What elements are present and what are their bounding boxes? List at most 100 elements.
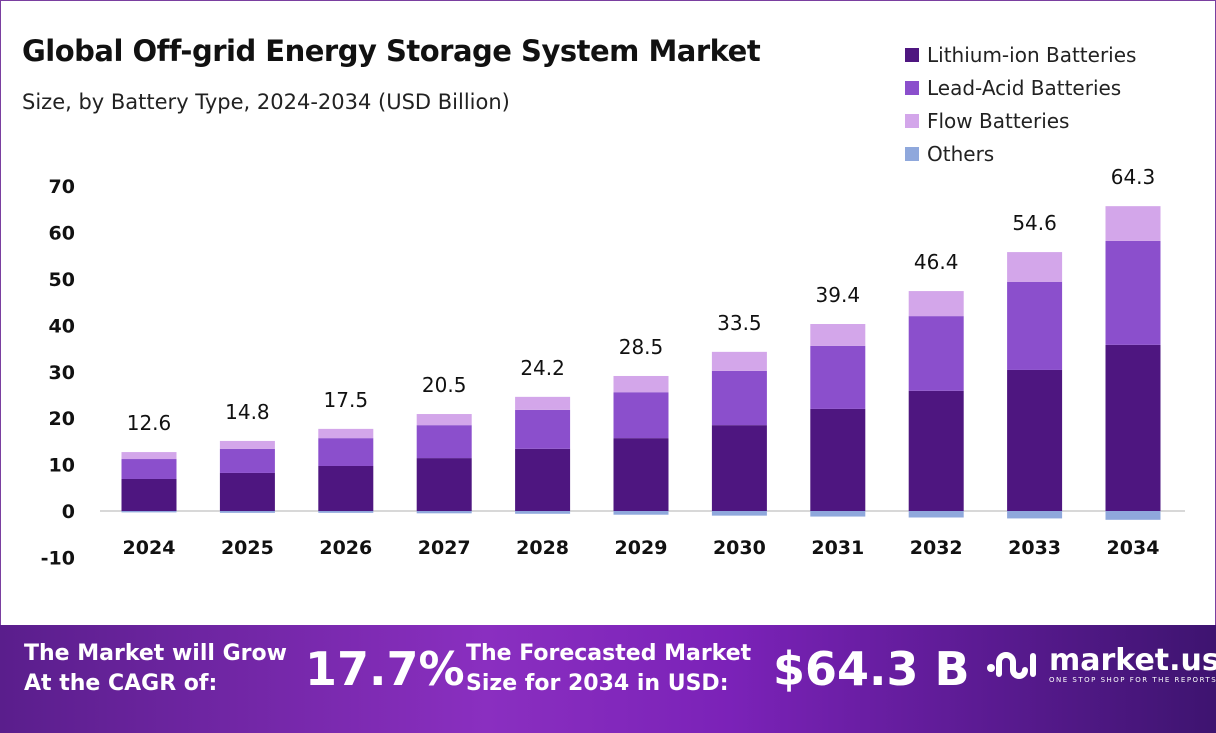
legend-label: Lead-Acid Batteries xyxy=(927,75,1122,100)
y-tick-label: 30 xyxy=(49,362,75,384)
x-tick-label: 2024 xyxy=(123,537,176,559)
legend-item-lithium: Lithium-ion Batteries xyxy=(905,38,1136,71)
bar-segment xyxy=(1007,369,1063,511)
bar-segment xyxy=(908,511,964,518)
bar-segment xyxy=(318,438,374,466)
bar-segment xyxy=(810,324,866,346)
x-tick-label: 2028 xyxy=(516,537,569,559)
bar-segment xyxy=(219,448,275,473)
total-label: 24.2 xyxy=(520,356,565,380)
bar-segment xyxy=(416,414,472,426)
bar-segment xyxy=(416,458,472,511)
bar-segment xyxy=(613,511,669,515)
y-tick-label: 20 xyxy=(49,408,75,430)
bar-segment xyxy=(1105,344,1161,511)
legend-swatch xyxy=(905,146,919,161)
y-tick-label: 10 xyxy=(49,455,75,477)
x-tick-label: 2033 xyxy=(1008,537,1061,559)
x-tick-label: 2032 xyxy=(910,537,963,559)
legend-label: Others xyxy=(927,141,995,166)
legend-swatch xyxy=(905,47,919,62)
bar-segment xyxy=(1007,252,1063,282)
y-tick-label: -10 xyxy=(41,547,75,569)
bar-segment xyxy=(711,511,767,516)
y-tick-label: 60 xyxy=(49,223,75,245)
logo-name: market.us xyxy=(1049,643,1216,678)
legend: Lithium-ion Batteries Lead-Acid Batterie… xyxy=(905,38,1136,170)
cagr-value: 17.7% xyxy=(305,642,465,696)
logo-icon xyxy=(987,651,1036,679)
total-label: 28.5 xyxy=(619,335,664,359)
logo-tagline: ONE STOP SHOP FOR THE REPORTS xyxy=(1049,676,1216,684)
bar-segment xyxy=(1105,206,1161,241)
bar-segment xyxy=(810,345,866,409)
bar-segment xyxy=(219,511,275,513)
chart-title: Global Off-grid Energy Storage System Ma… xyxy=(22,34,761,68)
y-tick-label: 40 xyxy=(49,315,75,337)
total-label: 12.6 xyxy=(127,411,172,435)
footer-banner: The Market will Grow At the CAGR of: 17.7… xyxy=(0,625,1216,733)
forecast-value: $64.3 B xyxy=(773,642,970,696)
bar-segment xyxy=(613,438,669,511)
total-label: 64.3 xyxy=(1111,165,1156,189)
x-tick-label: 2034 xyxy=(1107,537,1160,559)
stacked-bar-chart: -1001020304050607012.6202414.8202517.520… xyxy=(41,165,1185,569)
x-tick-label: 2026 xyxy=(319,537,372,559)
bar-segment xyxy=(515,396,571,410)
bar-segment xyxy=(121,452,177,460)
legend-item-others: Others xyxy=(905,137,1136,170)
bar-segment xyxy=(318,465,374,511)
bar-segment xyxy=(219,440,275,449)
legend-swatch xyxy=(905,80,919,95)
bar-segment xyxy=(711,425,767,511)
total-label: 33.5 xyxy=(717,311,762,335)
bar-segment xyxy=(1105,240,1161,345)
bar-segment xyxy=(416,511,472,514)
bar-segment xyxy=(1105,511,1161,520)
total-label: 17.5 xyxy=(324,388,369,412)
bar-segment xyxy=(318,511,374,513)
total-label: 39.4 xyxy=(816,283,861,307)
bar-segment xyxy=(810,511,866,517)
cagr-label: The Market will Grow At the CAGR of: xyxy=(24,641,287,696)
bar-segment xyxy=(121,511,177,513)
bar-segment xyxy=(908,316,964,391)
x-tick-label: 2029 xyxy=(615,537,668,559)
x-tick-label: 2030 xyxy=(713,537,766,559)
bar-segment xyxy=(416,425,472,459)
y-tick-label: 50 xyxy=(49,269,75,291)
legend-item-flow: Flow Batteries xyxy=(905,104,1136,137)
bar-segment xyxy=(121,459,177,479)
market-us-logo: market.us ONE STOP SHOP FOR THE REPORTS xyxy=(985,643,1216,684)
x-tick-label: 2025 xyxy=(221,537,274,559)
bar-segment xyxy=(121,478,177,511)
bar-segment xyxy=(318,428,374,439)
total-label: 54.6 xyxy=(1012,211,1057,235)
bar-segment xyxy=(711,351,767,371)
forecast-label: The Forecasted Market Size for 2034 in US… xyxy=(466,641,752,696)
chart-subtitle: Size, by Battery Type, 2024-2034 (USD Bi… xyxy=(22,90,510,114)
total-label: 14.8 xyxy=(225,400,270,424)
y-tick-label: 0 xyxy=(62,501,75,523)
total-label: 20.5 xyxy=(422,373,467,397)
total-label: 46.4 xyxy=(914,250,959,274)
x-tick-label: 2031 xyxy=(811,537,864,559)
bar-segment xyxy=(515,448,571,511)
bar-segment xyxy=(810,408,866,511)
bar-segment xyxy=(908,291,964,317)
bar-segment xyxy=(711,370,767,426)
bar-segment xyxy=(1007,511,1063,519)
bar-segment xyxy=(908,390,964,511)
legend-label: Lithium-ion Batteries xyxy=(927,42,1137,67)
bar-segment xyxy=(613,375,669,393)
bar-segment xyxy=(515,511,571,514)
bar-segment xyxy=(613,392,669,439)
y-tick-label: 70 xyxy=(49,176,75,198)
legend-swatch xyxy=(905,113,919,128)
x-tick-label: 2027 xyxy=(418,537,471,559)
bar-segment xyxy=(515,409,571,449)
bar-segment xyxy=(219,472,275,511)
bar-segment xyxy=(1007,281,1063,370)
legend-label: Flow Batteries xyxy=(927,108,1070,133)
legend-item-lead-acid: Lead-Acid Batteries xyxy=(905,71,1136,104)
